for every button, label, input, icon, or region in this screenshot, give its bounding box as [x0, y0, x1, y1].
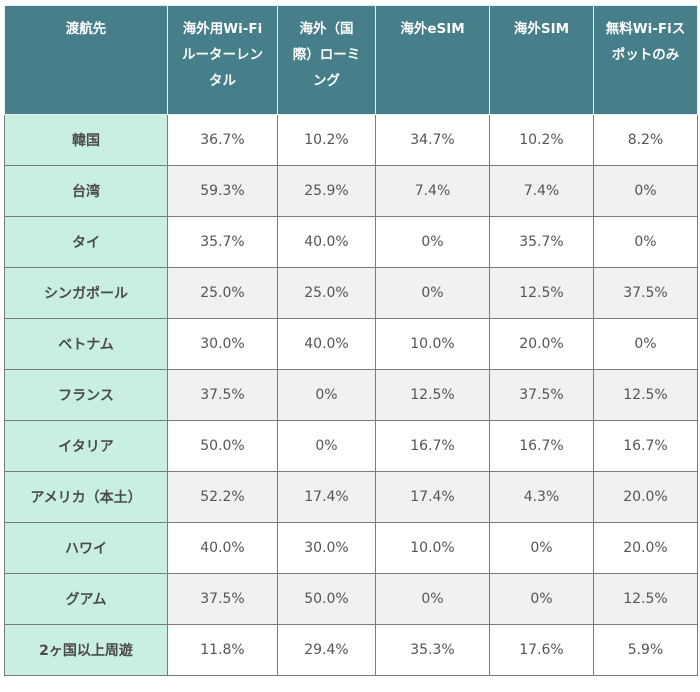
table-row: グアム 37.5% 50.0% 0% 0% 12.5% [4, 573, 698, 625]
value-cell: 40.0% [167, 522, 278, 574]
destination-cell: アメリカ（本土） [4, 471, 168, 523]
connectivity-usage-table: 渡航先 海外用Wi-Fi ルーターレン タル 海外（国 際）ローミ ング 海外eSIM … [4, 5, 698, 676]
destination-cell: 台湾 [4, 165, 168, 217]
value-cell: 10.0% [375, 318, 490, 370]
header-esim: 海外eSIM [375, 5, 490, 115]
value-cell: 25.9% [277, 165, 376, 217]
header-international-roaming: 海外（国 際）ローミ ング [277, 5, 376, 115]
header-sim: 海外SIM [489, 5, 594, 115]
value-cell: 7.4% [375, 165, 490, 217]
table-body: 韓国 36.7% 10.2% 34.7% 10.2% 8.2% 台湾 59.3% 25.9% 7.… [4, 114, 698, 676]
table-row: アメリカ（本土） 52.2% 17.4% 17.4% 4.3% 20.0% [4, 471, 698, 523]
value-cell: 0% [489, 522, 594, 574]
value-cell: 20.0% [489, 318, 594, 370]
value-cell: 5.9% [593, 624, 698, 676]
destination-cell: 2ヶ国以上周遊 [4, 624, 168, 676]
value-cell: 37.5% [593, 267, 698, 319]
value-cell: 20.0% [593, 471, 698, 523]
value-cell: 0% [375, 573, 490, 625]
value-cell: 35.7% [489, 216, 594, 268]
value-cell: 0% [277, 420, 376, 472]
value-cell: 16.7% [593, 420, 698, 472]
value-cell: 12.5% [489, 267, 594, 319]
value-cell: 12.5% [593, 369, 698, 421]
value-cell: 16.7% [489, 420, 594, 472]
value-cell: 16.7% [375, 420, 490, 472]
value-cell: 7.4% [489, 165, 594, 217]
value-cell: 52.2% [167, 471, 278, 523]
value-cell: 8.2% [593, 114, 698, 166]
value-cell: 29.4% [277, 624, 376, 676]
value-cell: 40.0% [277, 216, 376, 268]
value-cell: 0% [375, 267, 490, 319]
value-cell: 0% [489, 573, 594, 625]
table-row: ベトナム 30.0% 40.0% 10.0% 20.0% 0% [4, 318, 698, 370]
value-cell: 59.3% [167, 165, 278, 217]
value-cell: 12.5% [375, 369, 490, 421]
value-cell: 37.5% [167, 573, 278, 625]
destination-cell: ハワイ [4, 522, 168, 574]
value-cell: 17.4% [277, 471, 376, 523]
destination-cell: グアム [4, 573, 168, 625]
destination-cell: 韓国 [4, 114, 168, 166]
value-cell: 40.0% [277, 318, 376, 370]
value-cell: 0% [593, 216, 698, 268]
value-cell: 25.0% [277, 267, 376, 319]
value-cell: 35.7% [167, 216, 278, 268]
table-row: ハワイ 40.0% 30.0% 10.0% 0% 20.0% [4, 522, 698, 574]
destination-cell: タイ [4, 216, 168, 268]
value-cell: 25.0% [167, 267, 278, 319]
value-cell: 17.4% [375, 471, 490, 523]
value-cell: 10.2% [489, 114, 594, 166]
value-cell: 37.5% [167, 369, 278, 421]
value-cell: 0% [375, 216, 490, 268]
destination-cell: フランス [4, 369, 168, 421]
value-cell: 17.6% [489, 624, 594, 676]
table-row: イタリア 50.0% 0% 16.7% 16.7% 16.7% [4, 420, 698, 472]
value-cell: 20.0% [593, 522, 698, 574]
value-cell: 37.5% [489, 369, 594, 421]
value-cell: 4.3% [489, 471, 594, 523]
value-cell: 11.8% [167, 624, 278, 676]
value-cell: 50.0% [167, 420, 278, 472]
value-cell: 50.0% [277, 573, 376, 625]
destination-cell: ベトナム [4, 318, 168, 370]
table-row: シンガポール 25.0% 25.0% 0% 12.5% 37.5% [4, 267, 698, 319]
value-cell: 34.7% [375, 114, 490, 166]
value-cell: 0% [593, 165, 698, 217]
header-free-wifi-only: 無料Wi-Fiス ポットのみ [593, 5, 698, 115]
table-row: 韓国 36.7% 10.2% 34.7% 10.2% 8.2% [4, 114, 698, 166]
value-cell: 0% [593, 318, 698, 370]
value-cell: 30.0% [167, 318, 278, 370]
destination-cell: イタリア [4, 420, 168, 472]
table-row: タイ 35.7% 40.0% 0% 35.7% 0% [4, 216, 698, 268]
value-cell: 0% [277, 369, 376, 421]
table-row: フランス 37.5% 0% 12.5% 37.5% 12.5% [4, 369, 698, 421]
value-cell: 36.7% [167, 114, 278, 166]
value-cell: 12.5% [593, 573, 698, 625]
table-row: 2ヶ国以上周遊 11.8% 29.4% 35.3% 17.6% 5.9% [4, 624, 698, 676]
header-wifi-router-rental: 海外用Wi-Fi ルーターレン タル [167, 5, 278, 115]
value-cell: 10.0% [375, 522, 490, 574]
table-row: 台湾 59.3% 25.9% 7.4% 7.4% 0% [4, 165, 698, 217]
value-cell: 10.2% [277, 114, 376, 166]
header-row: 渡航先 海外用Wi-Fi ルーターレン タル 海外（国 際）ローミ ング 海外eSIM … [4, 5, 698, 115]
header-destination: 渡航先 [4, 5, 168, 115]
value-cell: 35.3% [375, 624, 490, 676]
destination-cell: シンガポール [4, 267, 168, 319]
value-cell: 30.0% [277, 522, 376, 574]
